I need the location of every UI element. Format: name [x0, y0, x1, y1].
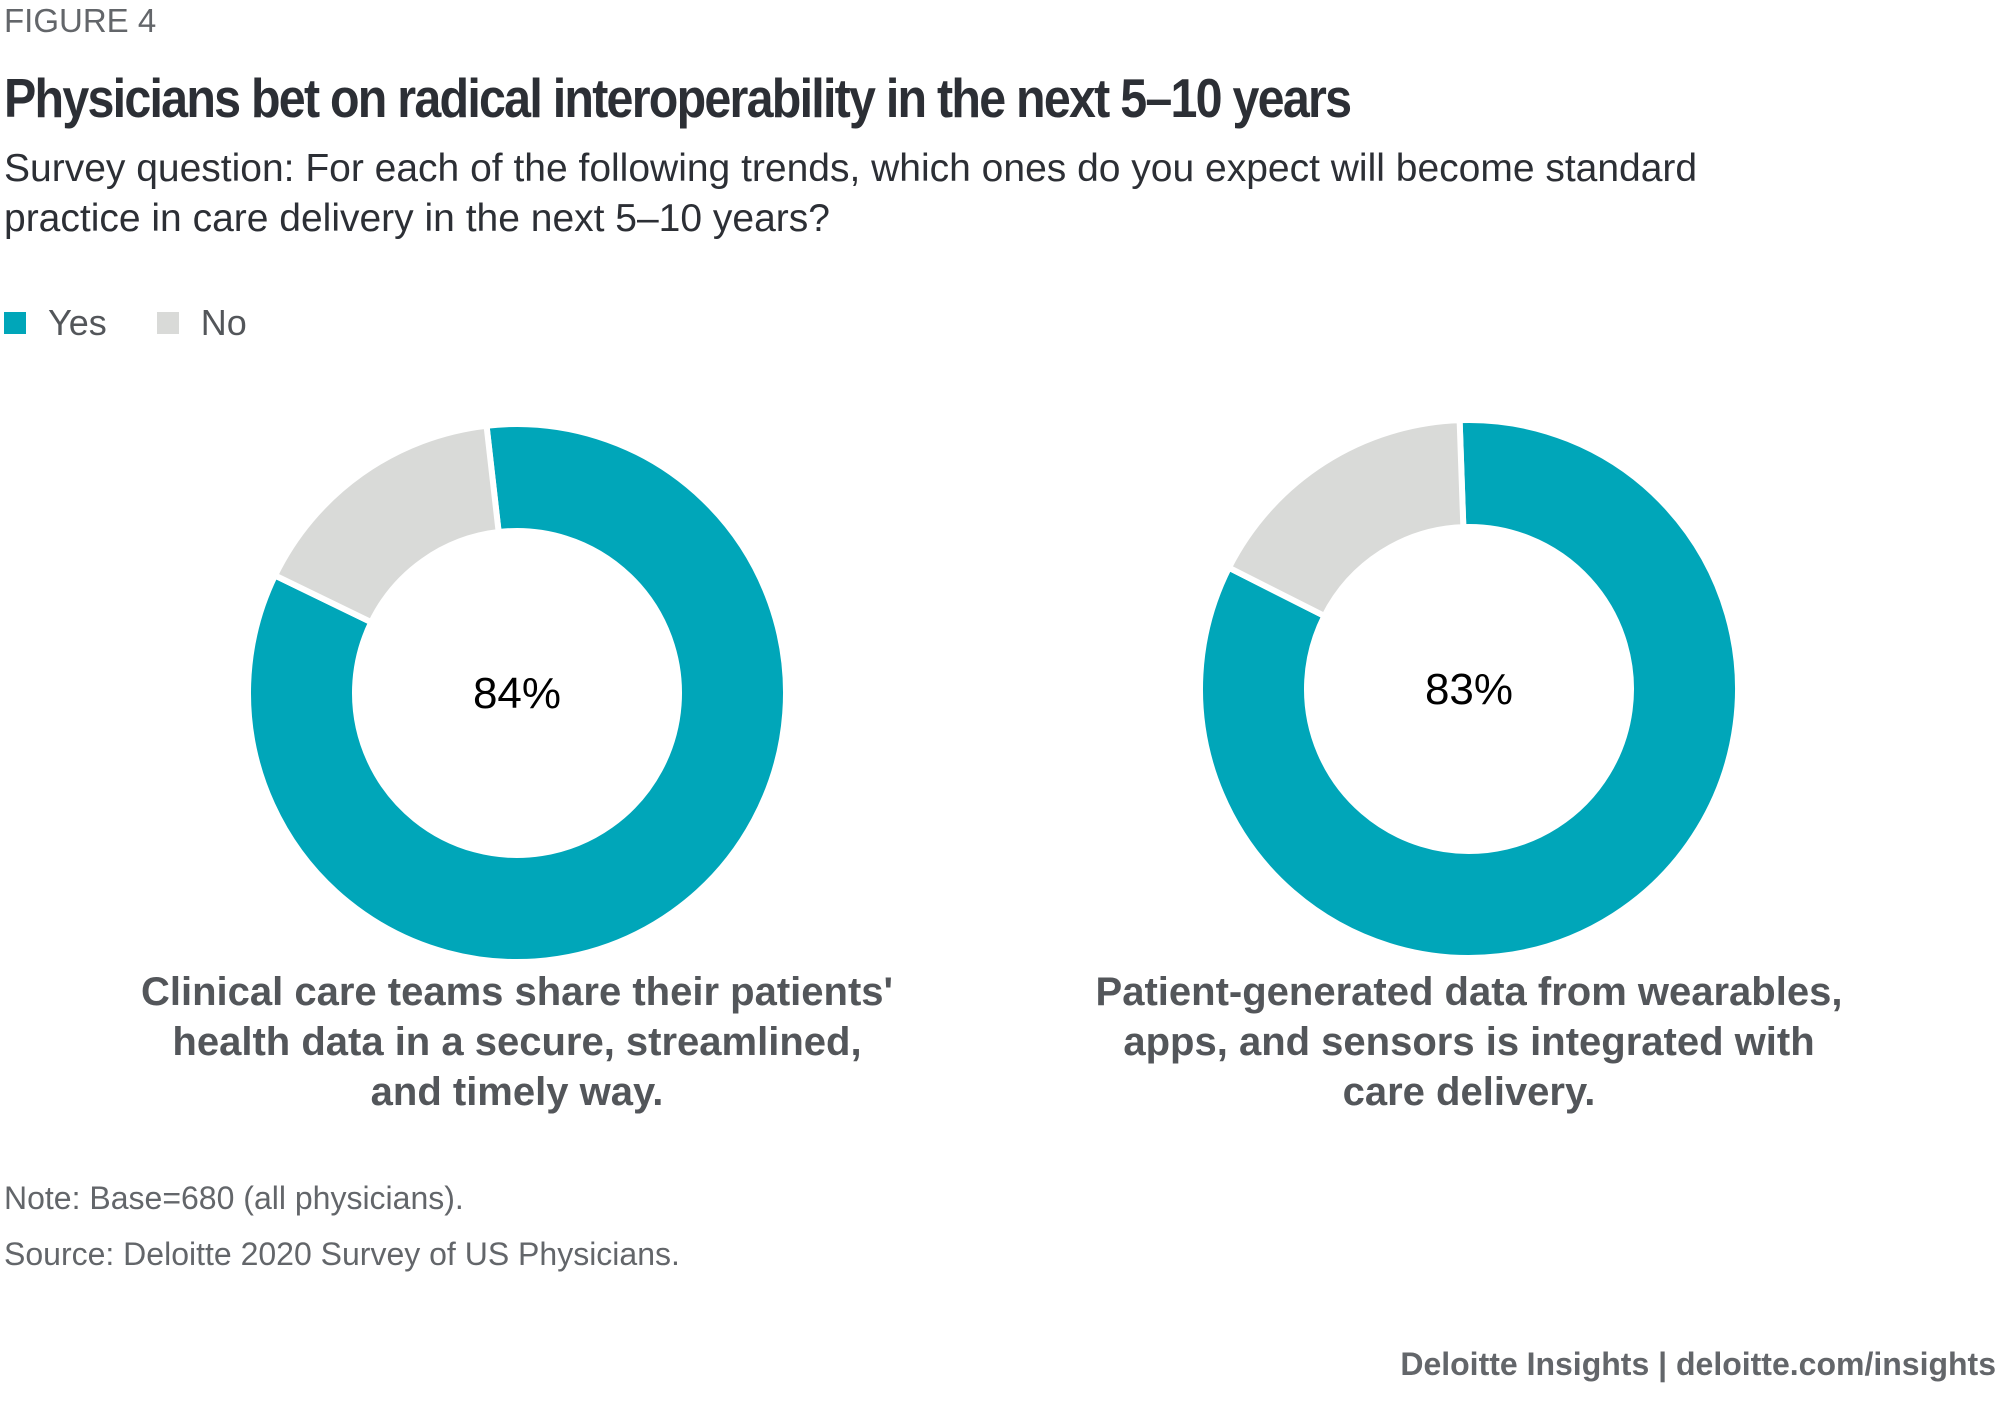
donut-2-center-label: 83% — [1425, 665, 1513, 714]
donut-2-no-slice — [1224, 417, 1467, 620]
legend: Yes No — [4, 302, 297, 344]
chart-title: Physicians bet on radical interoperabili… — [4, 67, 1352, 129]
chart-subtitle: Survey question: For each of the followi… — [4, 147, 1698, 240]
legend-item-yes: Yes — [4, 302, 107, 344]
legend-label-no: No — [200, 302, 247, 343]
donut-1-label: Clinical care teams share their patients… — [140, 970, 894, 1114]
legend-swatch-no — [156, 312, 179, 334]
figure-label: FIGURE 4 — [4, 2, 157, 39]
donut-1-center-label: 84% — [473, 669, 561, 718]
donut-1-no-slice — [271, 422, 502, 627]
legend-item-no: No — [156, 302, 247, 344]
footer: Deloitte Insights | deloitte.com/insight… — [1400, 1346, 1996, 1382]
legend-label-yes: Yes — [48, 302, 107, 343]
donut-2-label: Patient-generated data from wearables, a… — [1095, 970, 1843, 1114]
donut-2-yes-slice — [1197, 417, 1741, 961]
legend-swatch-yes — [4, 312, 26, 334]
donut-1-yes-slice — [245, 421, 789, 965]
note: Note: Base=680 (all physicians). — [4, 1180, 464, 1216]
source: Source: Deloitte 2020 Survey of US Physi… — [4, 1236, 680, 1272]
